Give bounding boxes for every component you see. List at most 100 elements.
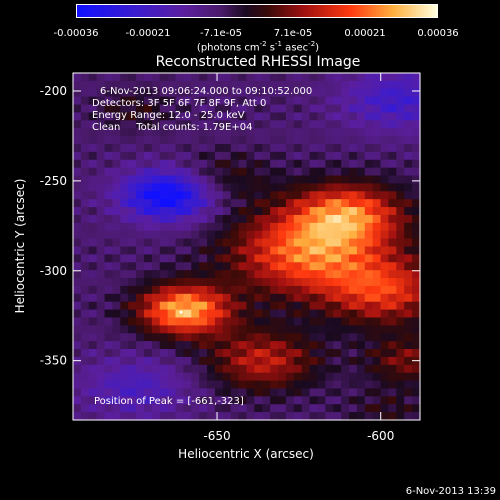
heatmap-cell [333, 380, 342, 390]
heatmap-cell [112, 151, 121, 161]
heatmap-cell [80, 254, 90, 263]
heatmap-cell [128, 80, 137, 90]
heatmap-cell [349, 372, 358, 382]
heatmap-cell [199, 143, 208, 153]
heatmap-cell [96, 128, 106, 137]
heatmap-cell [112, 80, 121, 90]
heatmap-cell [128, 309, 137, 319]
heatmap-cell [262, 104, 271, 114]
heatmap-cell [325, 388, 334, 397]
heatmap-cell [112, 285, 121, 295]
heatmap-cell [412, 112, 421, 121]
heatmap-cell [356, 262, 366, 271]
heatmap-cell [388, 356, 397, 366]
heatmap-cell [396, 301, 405, 311]
heatmap-cell [120, 349, 129, 358]
heatmap-cell [88, 301, 98, 311]
heatmap-cell [412, 270, 421, 279]
heatmap-cell [285, 199, 295, 208]
heatmap-cell [104, 80, 114, 90]
heatmap-cell [183, 380, 192, 390]
heatmap-cell [372, 278, 382, 287]
heatmap-cell [270, 214, 279, 224]
heatmap-cell [372, 104, 382, 114]
heatmap-cell [199, 396, 208, 405]
heatmap-cell [191, 159, 200, 169]
heatmap-cell [262, 120, 271, 129]
heatmap-cell [238, 222, 248, 232]
heatmap-cell [270, 159, 279, 169]
heatmap-cell [278, 246, 287, 255]
heatmap-cell [270, 199, 279, 208]
heatmap-cell [199, 167, 208, 177]
heatmap-cell [191, 349, 200, 358]
heatmap-cell [404, 191, 413, 200]
heatmap-cell [317, 191, 326, 200]
heatmap-cell [120, 238, 129, 248]
heatmap-cell [396, 262, 405, 271]
heatmap-cell [349, 143, 358, 153]
heatmap-cell [80, 143, 90, 153]
heatmap-cell [183, 112, 192, 121]
heatmap-cell [207, 222, 216, 232]
heatmap-cell [372, 222, 382, 232]
heatmap-cell [183, 143, 192, 153]
heatmap-cell [104, 191, 114, 200]
heatmap-cell [246, 254, 255, 263]
heatmap-cell [341, 104, 350, 114]
heatmap-cell [317, 167, 326, 177]
heatmap-cell [167, 120, 177, 129]
heatmap-cell [238, 73, 248, 82]
heatmap-cell [254, 293, 263, 303]
heatmap-cell [80, 293, 90, 303]
heatmap-cell [104, 128, 114, 137]
heatmap-cell [325, 412, 334, 421]
heatmap-cell [183, 309, 192, 319]
heatmap-cell [254, 104, 263, 114]
heatmap-cell [230, 380, 240, 390]
heatmap-cell [380, 262, 390, 271]
heatmap-cell [136, 293, 145, 303]
heatmap-cell [199, 230, 208, 240]
heatmap-cell [199, 254, 208, 263]
heatmap-cell [88, 325, 98, 334]
heatmap-cell [175, 230, 185, 240]
heatmap-cell [136, 404, 145, 413]
heatmap-cell [214, 270, 224, 279]
heatmap-cell [404, 388, 413, 397]
heatmap-cell [112, 104, 121, 114]
heatmap-cell [199, 301, 208, 311]
heatmap-cell [191, 214, 200, 224]
heatmap-cell [356, 285, 366, 295]
heatmap-cell [112, 175, 121, 185]
heatmap-cell [159, 404, 169, 413]
heatmap-cell [317, 238, 326, 248]
heatmap-cell [293, 104, 303, 114]
heatmap-cell [159, 341, 169, 350]
heatmap-cell [222, 214, 232, 224]
heatmap-cell [364, 246, 374, 255]
heatmap-cell [412, 183, 421, 192]
heatmap-cell [73, 96, 82, 106]
heatmap-cell [104, 341, 114, 350]
heatmap-cell [112, 349, 121, 358]
heatmap-cell [73, 80, 82, 90]
heatmap-cell [246, 112, 255, 121]
heatmap-cell [222, 136, 232, 145]
heatmap-cell [96, 120, 106, 129]
heatmap-cell [183, 341, 192, 350]
heatmap-cell [388, 285, 397, 295]
heatmap-cell [285, 222, 295, 232]
heatmap-cell [199, 356, 208, 366]
heatmap-cell [104, 404, 114, 413]
heatmap-cell [404, 254, 413, 263]
heatmap-cell [143, 120, 153, 129]
heatmap-cell [356, 175, 366, 185]
heatmap-cell [396, 333, 405, 342]
heatmap-cell [151, 120, 161, 129]
heatmap-cell [301, 104, 311, 114]
heatmap-cell [325, 301, 334, 311]
heatmap-cell [317, 151, 326, 161]
heatmap-cell [222, 246, 232, 255]
heatmap-cell [112, 199, 121, 208]
